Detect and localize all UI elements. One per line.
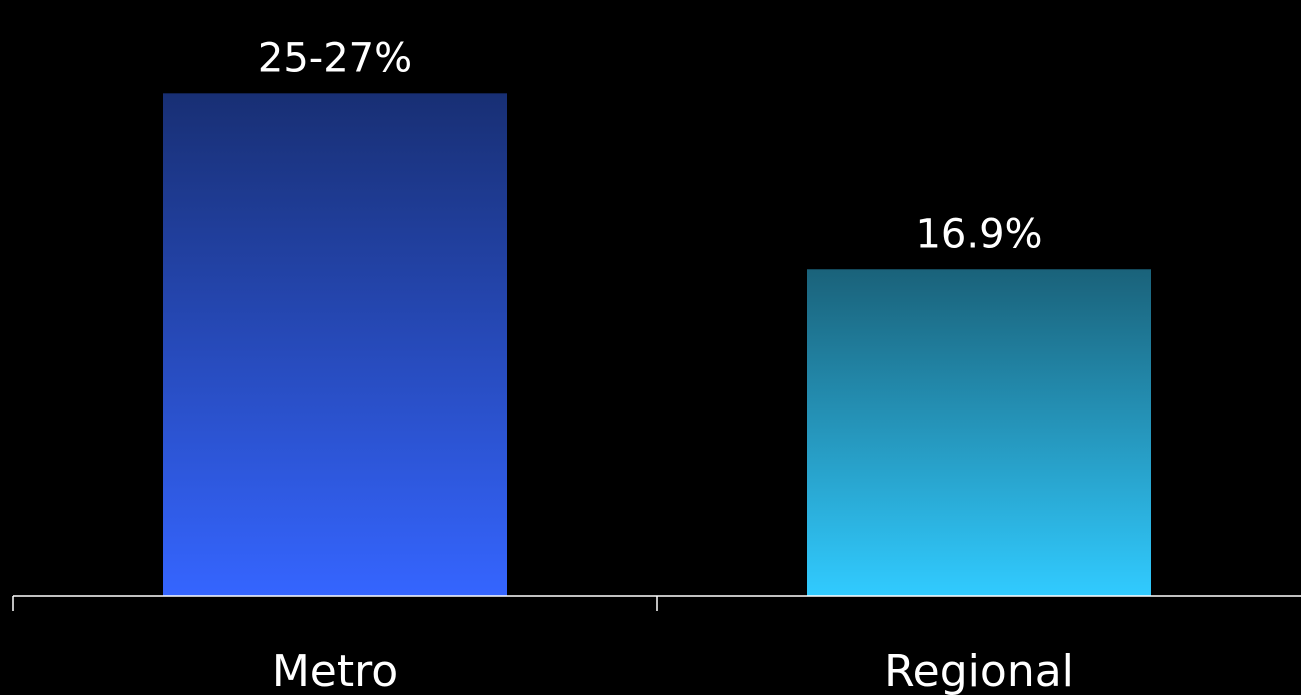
bar-regional — [807, 269, 1151, 596]
data-label-metro: 25-27% — [258, 35, 412, 81]
labels-group: 25-27% Metro 16.9% Regional — [258, 35, 1074, 695]
x-tick-label-regional: Regional — [884, 646, 1074, 695]
bar-metro — [163, 93, 507, 596]
x-tick-label-metro: Metro — [272, 646, 398, 695]
data-label-regional: 16.9% — [915, 211, 1042, 257]
x-axis — [12, 595, 1301, 611]
bars-group — [163, 93, 1151, 596]
